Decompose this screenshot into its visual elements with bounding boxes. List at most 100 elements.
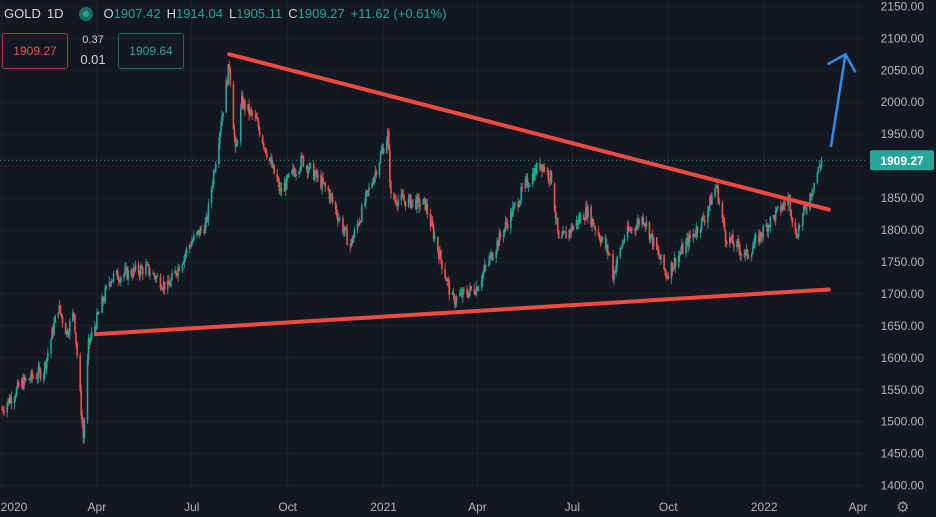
candle-body <box>628 229 631 231</box>
candle-body <box>316 170 318 178</box>
symbol-legend: GOLD 1D O1907.42 H1914.04 L1905.11 C1909… <box>4 6 447 21</box>
candle-body <box>667 275 670 279</box>
candle-body <box>287 173 290 178</box>
trendlines[interactable] <box>93 52 857 337</box>
candle-body <box>29 379 31 381</box>
candle-body <box>294 172 296 177</box>
candle-body <box>664 269 666 273</box>
upper-trendline <box>227 52 831 212</box>
candle-body <box>526 177 529 187</box>
candle-body <box>440 250 442 261</box>
candle-body <box>762 226 764 238</box>
time-tick-label: Jul <box>184 500 199 514</box>
symbol-name[interactable]: GOLD <box>4 6 41 21</box>
candle-body <box>379 153 382 163</box>
candle-body <box>321 177 323 189</box>
candle-body <box>711 196 713 205</box>
candle-body <box>108 282 111 287</box>
candle-body <box>804 205 806 207</box>
price-tick-label: 1400.00 <box>881 479 925 493</box>
candle-body <box>806 209 808 211</box>
candle-body <box>452 293 455 295</box>
candle-body <box>323 182 325 184</box>
candle-body <box>345 227 347 229</box>
candle-body <box>255 116 258 119</box>
candle-body <box>351 239 354 243</box>
candle-body <box>156 276 159 278</box>
candle-body <box>798 225 801 227</box>
candle-body <box>549 170 552 182</box>
candle-body <box>74 315 76 333</box>
candle-body <box>23 376 25 389</box>
sell-button[interactable]: 1909.27 <box>2 33 68 69</box>
buy-button[interactable]: 1909.64 <box>118 33 184 69</box>
candle-body <box>327 186 330 191</box>
candle-body <box>66 330 69 336</box>
price-axis[interactable]: 1400.00 1450.00 1500.00 1550.00 1600.00 1650.… <box>881 0 925 493</box>
last-price-badge <box>870 150 934 171</box>
candle-body <box>298 171 300 175</box>
candle-body <box>61 316 64 324</box>
candle-body <box>356 223 359 230</box>
candle-body <box>598 234 601 240</box>
candle-body <box>307 169 310 174</box>
candle-body <box>608 253 610 255</box>
candle-body <box>586 206 588 218</box>
candle-body <box>407 197 410 207</box>
candle-body <box>473 289 476 294</box>
candle-body <box>694 235 697 237</box>
candle-body <box>67 333 70 336</box>
candle-body <box>758 235 760 243</box>
candle-body <box>645 222 648 227</box>
candle-body <box>429 213 432 227</box>
candle-body <box>24 376 26 381</box>
candle-body <box>239 107 242 142</box>
candle-body <box>388 130 390 151</box>
candle-body <box>36 377 39 379</box>
candle-body <box>228 64 231 68</box>
candle-body <box>512 206 514 217</box>
candle-body <box>710 196 712 205</box>
candle-body <box>229 67 232 85</box>
candle-body <box>390 182 392 194</box>
candle-body <box>87 338 90 360</box>
candle-body <box>235 142 238 148</box>
interval-label[interactable]: 1D <box>46 6 64 21</box>
candle-body <box>15 387 18 396</box>
candle-body <box>211 184 214 189</box>
candle-body <box>643 223 646 225</box>
candle-body <box>334 201 337 209</box>
time-axis[interactable]: 2020 Apr Jul Oct 2021 Apr Jul Oct 2022 Apr <box>1 500 868 514</box>
candle-body <box>37 367 40 378</box>
candle-body <box>291 170 293 174</box>
candle-body <box>328 190 331 200</box>
candle-body <box>226 80 229 86</box>
candle-body <box>176 274 178 276</box>
candle-body <box>175 270 177 275</box>
candle-body <box>484 265 487 267</box>
candle-body <box>346 228 348 246</box>
candle-body <box>672 267 675 272</box>
candle-body <box>272 164 274 168</box>
candle-body <box>687 237 689 247</box>
spread-bottom: 0.01 <box>80 52 106 67</box>
candle-body <box>740 253 743 256</box>
candle-body <box>614 270 616 273</box>
candle-body <box>790 210 793 218</box>
candle-body <box>810 193 812 197</box>
candle-body <box>812 190 814 194</box>
candle-body <box>184 253 187 257</box>
candle-body <box>725 242 728 244</box>
candle-body <box>752 244 755 249</box>
candle-body <box>750 254 753 258</box>
candle-body <box>623 237 626 242</box>
candle-body <box>728 237 731 244</box>
candle-body <box>498 232 501 246</box>
candle-body <box>520 186 523 200</box>
gear-icon[interactable]: ⚙ <box>896 499 910 516</box>
candle-body <box>254 115 257 117</box>
candle-body <box>782 203 784 209</box>
candle-body <box>557 230 560 239</box>
candle-body <box>670 262 673 279</box>
